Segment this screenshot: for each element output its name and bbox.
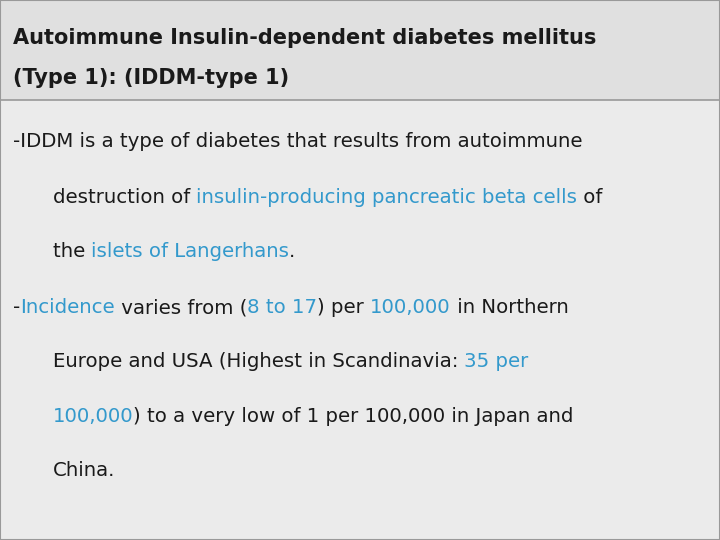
Text: (Type 1): (IDDM-type 1): (Type 1): (IDDM-type 1) <box>13 68 289 88</box>
Text: 100,000: 100,000 <box>370 298 451 318</box>
Text: ) per: ) per <box>318 298 370 318</box>
Text: of: of <box>577 187 603 207</box>
Text: 100,000: 100,000 <box>53 407 133 427</box>
Bar <box>0 0 720 100</box>
Text: Europe and USA (Highest in Scandinavia:: Europe and USA (Highest in Scandinavia: <box>53 352 464 372</box>
Text: China.: China. <box>53 461 115 481</box>
Text: in Northern: in Northern <box>451 298 569 318</box>
Text: the: the <box>53 241 91 261</box>
Text: islets of Langerhans: islets of Langerhans <box>91 241 289 261</box>
Text: -: - <box>13 298 20 318</box>
Text: -IDDM is a type of diabetes that results from autoimmune: -IDDM is a type of diabetes that results… <box>13 132 582 151</box>
Text: varies from (: varies from ( <box>114 298 247 318</box>
Text: insulin-producing pancreatic beta cells: insulin-producing pancreatic beta cells <box>196 187 577 207</box>
Text: ) to a very low of 1 per 100,000 in Japan and: ) to a very low of 1 per 100,000 in Japa… <box>133 407 574 427</box>
Text: Incidence: Incidence <box>20 298 114 318</box>
Text: 35 per: 35 per <box>464 352 528 372</box>
Text: Autoimmune Insulin-dependent diabetes mellitus: Autoimmune Insulin-dependent diabetes me… <box>13 28 596 48</box>
Text: .: . <box>289 241 295 261</box>
Text: 8 to 17: 8 to 17 <box>247 298 318 318</box>
Text: destruction of: destruction of <box>53 187 196 207</box>
